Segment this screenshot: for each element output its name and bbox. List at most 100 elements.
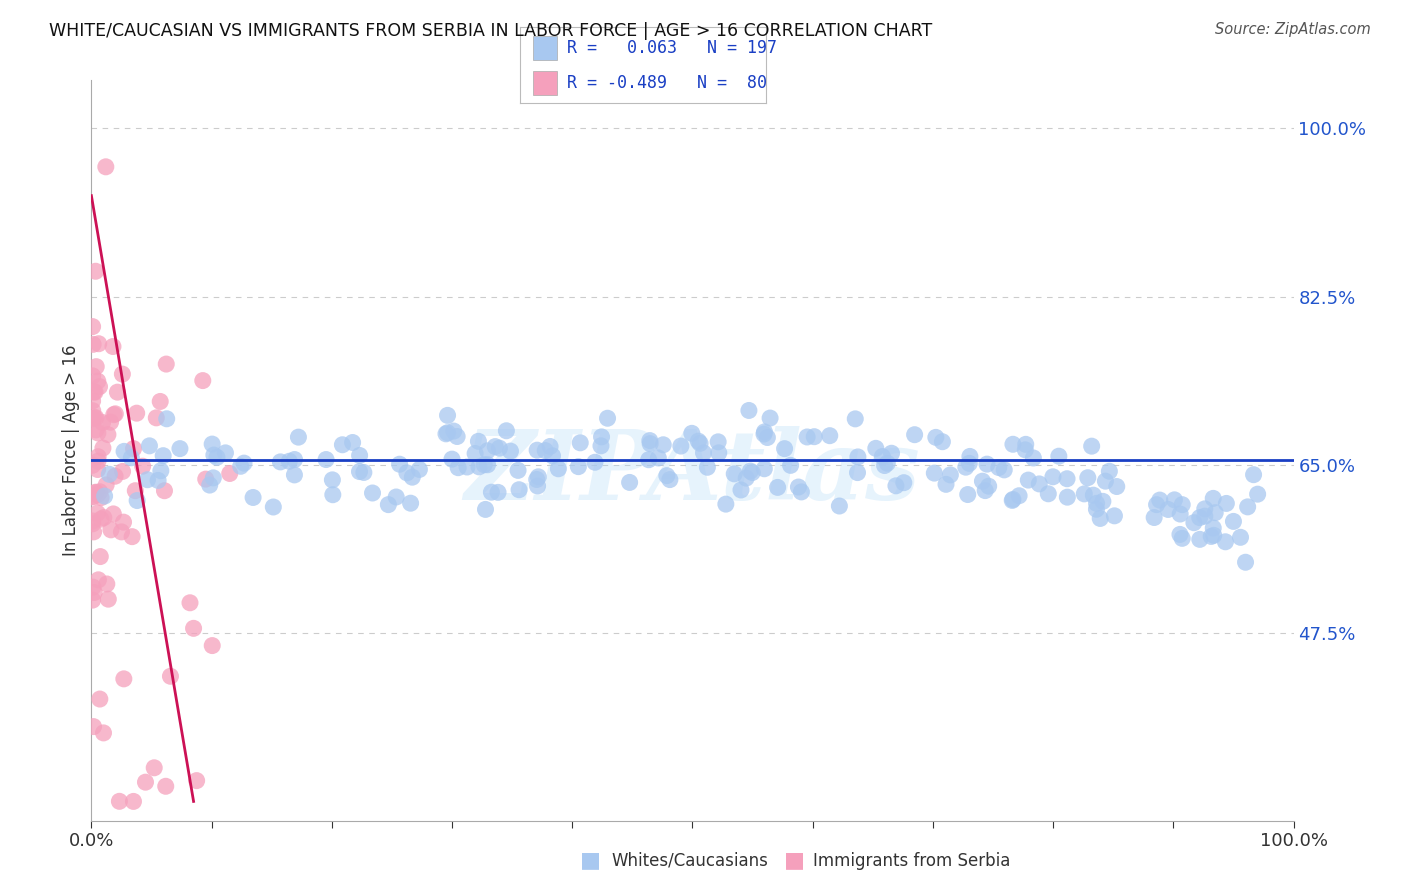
Point	[876, 456, 898, 470]
Point	[82, 490, 104, 504]
Y-axis label: In Labor Force | Age > 16: In Labor Force | Age > 16	[62, 344, 80, 557]
Point	[143, 761, 166, 775]
Point	[269, 455, 291, 469]
Point	[194, 472, 217, 486]
Point	[127, 493, 149, 508]
Point	[353, 466, 375, 480]
Point	[1171, 498, 1194, 512]
Point	[287, 430, 309, 444]
Point	[104, 407, 127, 421]
Point	[468, 459, 491, 474]
Point	[1015, 437, 1038, 451]
Point	[87, 425, 110, 440]
Point	[395, 466, 418, 480]
Point	[89, 379, 111, 393]
Point	[779, 458, 801, 473]
Point	[84, 485, 107, 500]
Point	[637, 452, 659, 467]
Point	[477, 443, 499, 458]
Point	[399, 496, 422, 510]
Text: ZIPAtlas: ZIPAtlas	[464, 425, 921, 520]
Point	[1202, 491, 1225, 506]
Point	[846, 466, 869, 480]
Point	[283, 467, 305, 482]
Point	[408, 462, 430, 476]
Point	[83, 410, 105, 425]
Point	[499, 444, 522, 458]
Point	[89, 484, 111, 499]
Point	[735, 471, 758, 485]
Point	[591, 430, 613, 444]
Point	[131, 459, 153, 474]
Point	[1215, 496, 1237, 510]
Point	[527, 470, 550, 484]
Point	[818, 428, 841, 442]
Point	[893, 475, 915, 490]
Point	[218, 467, 240, 481]
Point	[87, 374, 110, 388]
Point	[93, 510, 115, 524]
Point	[689, 436, 711, 450]
Point	[977, 479, 1000, 493]
Point	[526, 479, 548, 493]
Point	[1168, 527, 1191, 541]
Point	[86, 506, 108, 520]
Point	[83, 585, 105, 599]
Point	[828, 499, 851, 513]
Point	[332, 438, 354, 452]
Point	[1104, 508, 1126, 523]
Point	[481, 485, 503, 500]
Point	[434, 426, 457, 441]
Point	[790, 484, 813, 499]
Point	[1171, 532, 1194, 546]
Point	[1090, 511, 1112, 525]
Point	[1077, 471, 1099, 485]
Text: Source: ZipAtlas.com: Source: ZipAtlas.com	[1215, 22, 1371, 37]
Point	[957, 456, 980, 470]
Point	[1017, 473, 1039, 487]
Point	[146, 474, 169, 488]
Point	[741, 466, 763, 480]
Point	[1047, 449, 1070, 463]
Point	[526, 443, 548, 458]
Point	[82, 403, 104, 417]
Point	[179, 596, 201, 610]
Point	[229, 459, 252, 474]
Point	[152, 449, 174, 463]
Point	[321, 473, 343, 487]
Point	[1188, 510, 1211, 524]
Point	[589, 439, 612, 453]
Point	[669, 439, 692, 453]
Point	[972, 474, 994, 488]
Point	[714, 497, 737, 511]
Point	[1246, 487, 1268, 501]
Point	[149, 464, 172, 478]
Point	[87, 573, 110, 587]
Point	[924, 466, 946, 480]
Point	[262, 500, 284, 514]
Point	[844, 412, 866, 426]
Point	[1014, 442, 1036, 457]
Point	[446, 429, 468, 443]
Point	[1105, 479, 1128, 493]
Point	[202, 448, 225, 462]
Point	[1222, 515, 1244, 529]
Point	[1056, 472, 1078, 486]
Point	[125, 406, 148, 420]
Point	[538, 440, 561, 454]
Point	[101, 339, 124, 353]
Point	[82, 393, 104, 408]
Point	[83, 384, 105, 399]
Point	[1146, 498, 1168, 512]
Point	[495, 424, 517, 438]
Point	[619, 475, 641, 490]
Point	[1028, 477, 1050, 491]
Point	[233, 456, 256, 470]
Point	[82, 580, 104, 594]
Point	[567, 459, 589, 474]
Point	[1149, 493, 1171, 508]
Point	[159, 669, 181, 683]
Point	[865, 442, 887, 456]
Point	[1022, 450, 1045, 465]
Point	[110, 524, 132, 539]
